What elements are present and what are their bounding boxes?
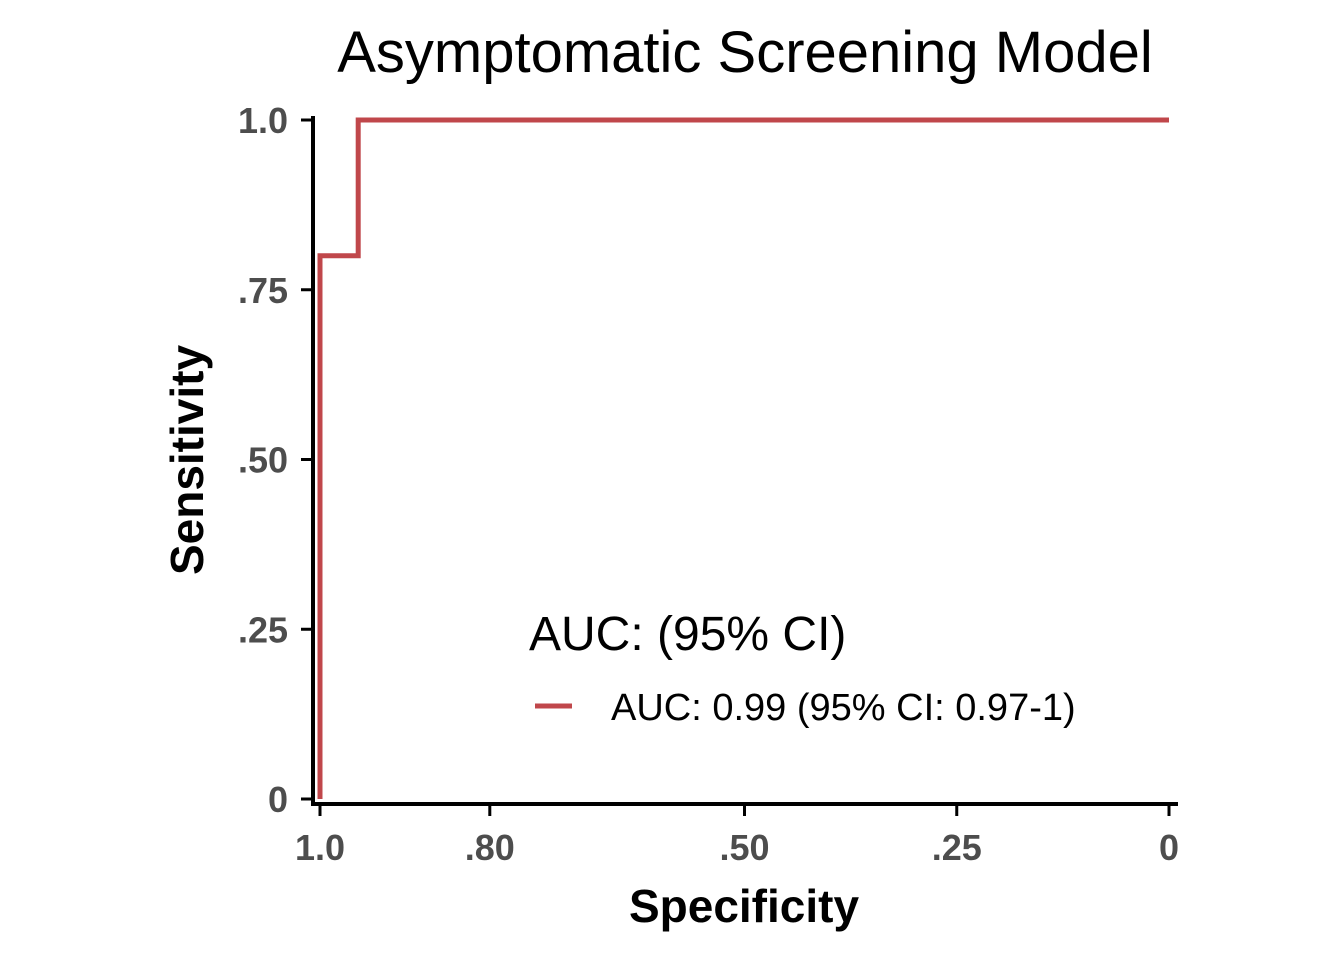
y-tick-label: 1.0 [238, 100, 288, 141]
legend-title: AUC: (95% CI) [529, 608, 846, 661]
x-tick-label: .25 [932, 827, 982, 868]
y-tick-label: .50 [238, 440, 288, 481]
y-tick-label: .75 [238, 270, 288, 311]
legend: AUC: (95% CI) AUC: 0.99 (95% CI: 0.97-1) [529, 608, 1076, 729]
y-tick-label: 0 [268, 779, 288, 820]
x-tick-label: 0 [1159, 827, 1179, 868]
x-tick-label: 1.0 [295, 827, 345, 868]
x-axis-title: Specificity [629, 880, 860, 932]
y-axis-title: Sensitivity [161, 345, 213, 576]
legend-label: AUC: 0.99 (95% CI: 0.97-1) [611, 687, 1076, 729]
x-axis-ticks: 1.0 .80 .50 .25 0 [295, 804, 1179, 868]
y-tick-label: .25 [238, 609, 288, 650]
roc-curve-line [317, 117, 1169, 799]
x-tick-label: .80 [465, 827, 515, 868]
chart-title: Asymptomatic Screening Model [337, 20, 1153, 85]
y-axis-ticks: 0 .25 .50 .75 1.0 [238, 100, 313, 820]
series-layer [317, 117, 1169, 799]
x-tick-label: .50 [719, 827, 769, 868]
